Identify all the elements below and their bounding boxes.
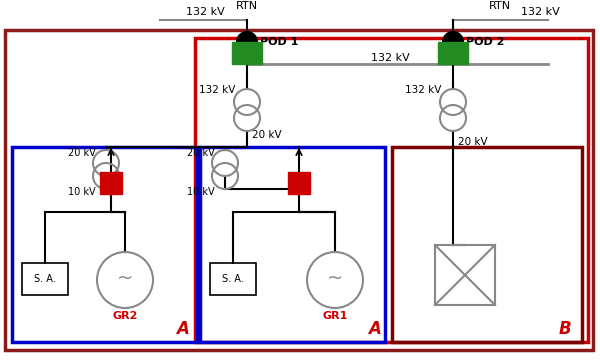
Text: ~: ~ (117, 269, 133, 288)
Text: POD 1: POD 1 (260, 37, 298, 47)
Text: GR2: GR2 (112, 311, 137, 321)
Circle shape (443, 32, 463, 52)
Bar (100, 172, 122, 194)
Bar (438, 42, 468, 64)
Text: 132 kV: 132 kV (199, 85, 235, 95)
Text: POD 2: POD 2 (466, 37, 505, 47)
Circle shape (237, 32, 257, 52)
Text: RTN: RTN (236, 1, 258, 11)
Bar (435, 245, 495, 305)
Text: 20 kV: 20 kV (68, 148, 96, 158)
Text: RTN: RTN (489, 1, 511, 11)
Bar (288, 172, 310, 194)
Text: A: A (368, 320, 382, 338)
Text: S. A.: S. A. (222, 274, 244, 284)
Text: ~: ~ (327, 269, 343, 288)
Text: 20 kV: 20 kV (252, 130, 281, 140)
Text: 132 kV: 132 kV (185, 7, 224, 17)
Text: 132 kV: 132 kV (404, 85, 441, 95)
Bar (5, 30, 593, 350)
Bar (12, 147, 197, 342)
Bar (232, 42, 262, 64)
Bar (22, 263, 68, 295)
Text: A: A (176, 320, 190, 338)
Text: GR1: GR1 (322, 311, 347, 321)
Text: B: B (559, 320, 571, 338)
Text: 132 kV: 132 kV (371, 53, 409, 63)
Text: 10 kV: 10 kV (187, 187, 215, 197)
Text: S. A.: S. A. (34, 274, 56, 284)
Bar (392, 147, 582, 342)
Text: 10 kV: 10 kV (68, 187, 95, 197)
Bar (195, 38, 588, 342)
Bar (200, 147, 385, 342)
Text: 20 kV: 20 kV (187, 148, 215, 158)
Text: 132 kV: 132 kV (521, 7, 559, 17)
Text: 20 kV: 20 kV (458, 137, 488, 147)
Bar (210, 263, 256, 295)
